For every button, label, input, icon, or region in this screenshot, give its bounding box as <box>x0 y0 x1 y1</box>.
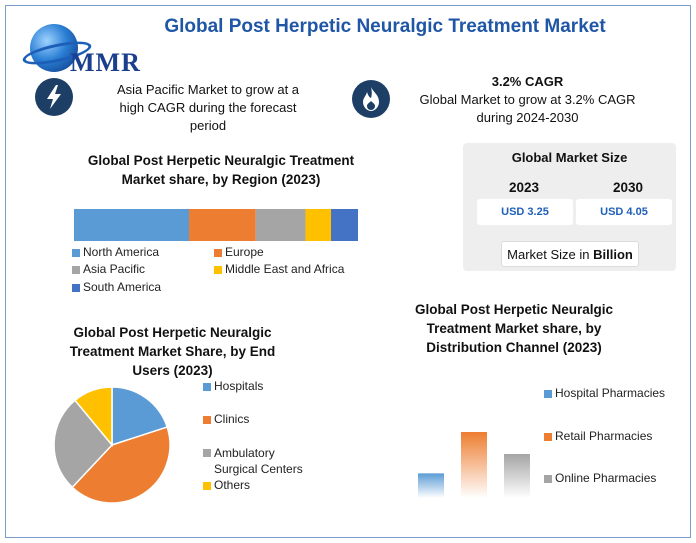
end-users-chart-title: Global Post Herpetic Neuralgic Treatment… <box>69 325 276 378</box>
legend-item-ambulatory-surgical-centers: Ambulatory Surgical Centers <box>203 445 318 477</box>
legend-label-south-america: South America <box>83 280 162 294</box>
legend-label-middle-east-and-africa: Middle East and Africa <box>225 262 345 276</box>
dist-bar-retail-pharmacies <box>461 432 487 498</box>
region-bar-europe <box>189 209 256 241</box>
pie-slice-ambulatory-surgical-centers <box>53 399 113 489</box>
year-2030: 2030 <box>613 180 644 195</box>
globe-icon <box>30 24 78 72</box>
market-size-unit: Market Size in Billion <box>501 241 639 267</box>
legend-label-retail-pharmacies: Retail Pharmacies <box>555 429 653 443</box>
asia-pacific-growth-text: Asia Pacific Market to grow at a high CA… <box>116 82 300 133</box>
legend-swatch-ambulatory-surgical-centers <box>203 449 211 457</box>
legend-swatch-hospitals <box>203 383 211 391</box>
region-stacked-bar <box>74 209 358 241</box>
legend-label-online-pharmacies: Online Pharmacies <box>555 471 657 485</box>
distribution-bar-chart <box>418 432 530 498</box>
region-bar-north-america <box>74 209 190 241</box>
legend-swatch-retail-pharmacies <box>544 433 552 441</box>
unit-bold: Billion <box>593 247 633 262</box>
pie-slice-others <box>73 386 113 448</box>
pie-slice-hospitals <box>111 386 169 447</box>
legend-swatch-middle-east-and-africa <box>214 266 222 274</box>
legend-label-asia-pacific: Asia Pacific <box>83 262 146 276</box>
legend-swatch-asia-pacific <box>72 266 80 274</box>
legend-swatch-south-america <box>72 284 80 292</box>
legend-label-hospital-pharmacies: Hospital Pharmacies <box>555 386 666 400</box>
page-frame <box>5 5 691 538</box>
cagr-heading: 3.2% CAGR <box>491 74 564 89</box>
unit-prefix: Market Size in <box>507 247 594 262</box>
legend-label-ambulatory-surgical-centers: Ambulatory Surgical Centers <box>214 446 303 476</box>
cagr-info: 3.2% CAGR Global Market to grow at 3.2% … <box>410 73 645 127</box>
region-chart-title: Global Post Herpetic Neuralgic Treatment… <box>87 153 355 187</box>
legend-swatch-hospital-pharmacies <box>544 390 552 398</box>
legend-label-europe: Europe <box>225 245 264 259</box>
pie-slice-clinics <box>71 426 171 504</box>
legend-swatch-others <box>203 482 211 490</box>
distribution-chart-title: Global Post Herpetic Neuralgic Treatment… <box>414 302 614 355</box>
legend-swatch-online-pharmacies <box>544 475 552 483</box>
legend-label-north-america: North America <box>83 245 160 259</box>
dist-bar-hospital-pharmacies <box>418 473 444 498</box>
legend-swatch-north-america <box>72 249 80 257</box>
value-2023: USD 3.25 <box>477 199 573 225</box>
legend-swatch-europe <box>214 249 222 257</box>
page-title: Global Post Herpetic Neuralgic Treatment… <box>164 16 606 37</box>
cagr-text: Global Market to grow at 3.2% CAGR durin… <box>419 92 636 125</box>
logo-text: MMR <box>70 48 141 77</box>
mmr-logo: MMR <box>12 10 142 77</box>
legend-label-others: Others <box>214 478 251 492</box>
market-size-card: Global Market Size 2023 2030 USD 3.25 US… <box>463 143 676 271</box>
legend-swatch-clinics <box>203 416 211 424</box>
region-bar-middle-east-and-africa <box>305 209 332 241</box>
year-2023: 2023 <box>509 180 540 195</box>
market-size-title: Global Market Size <box>511 150 628 165</box>
legend-label-clinics: Clinics <box>214 412 250 426</box>
end-users-pie <box>53 386 171 504</box>
region-bar-asia-pacific <box>255 209 306 241</box>
dist-bar-online-pharmacies <box>504 454 530 498</box>
lightning-icon <box>35 78 73 116</box>
flame-icon <box>352 80 390 118</box>
legend-label-hospitals: Hospitals <box>214 379 264 393</box>
value-2030: USD 4.05 <box>576 199 672 225</box>
region-bar-south-america <box>331 209 358 241</box>
